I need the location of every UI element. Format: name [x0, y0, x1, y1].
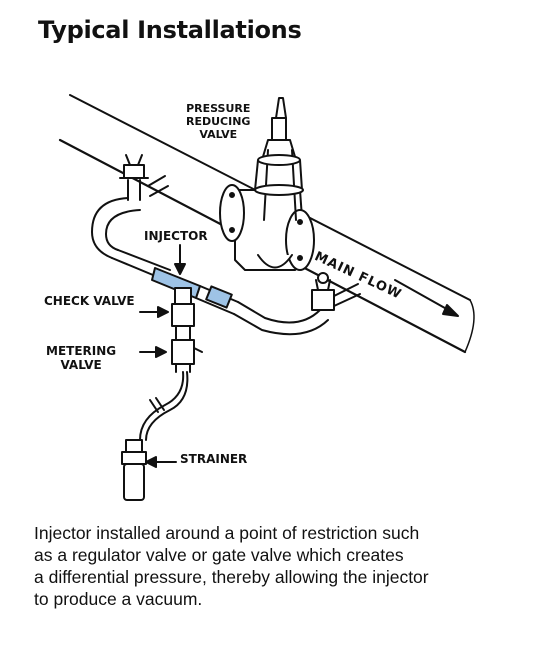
- callout-arrows: [139, 244, 459, 468]
- strainer-label: STRAINER: [180, 452, 248, 466]
- pressure-reducing-valve: [219, 97, 315, 271]
- caption-line: as a regulator valve or gate valve which…: [34, 545, 404, 565]
- metering-valve-label: METERING VALVE: [46, 344, 117, 372]
- page-title: Typical Installations: [38, 16, 302, 44]
- caption-line: a differential pressure, thereby allowin…: [34, 567, 429, 587]
- caption-line: Injector installed around a point of res…: [34, 523, 420, 543]
- caption-line: to produce a vacuum.: [34, 589, 203, 609]
- caption: Injector installed around a point of res…: [34, 522, 534, 610]
- check-metering-assembly: [121, 287, 203, 501]
- pressure-reducing-valve-label: PRESSURE REDUCING VALVE: [186, 102, 251, 141]
- check-valve-label: CHECK VALVE: [44, 294, 135, 308]
- injector-label: INJECTOR: [144, 229, 208, 243]
